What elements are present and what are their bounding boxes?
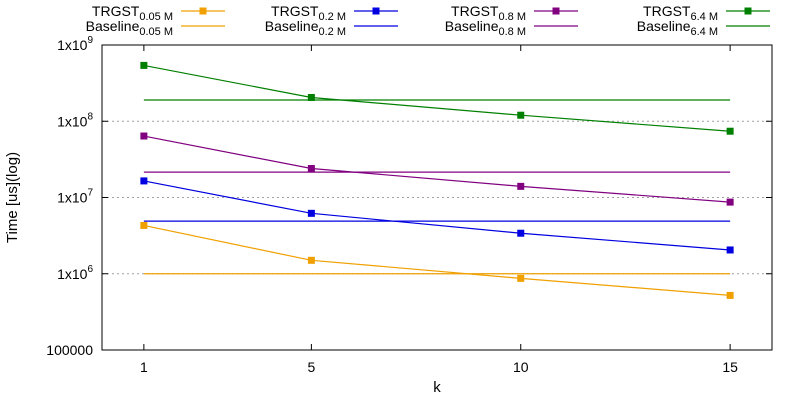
legend-item: TRGST0.8 M (451, 3, 578, 23)
legend-swatch-marker (199, 7, 207, 15)
series-trgst-6-4-M (140, 61, 734, 135)
y-tick-label-exponent: 8 (87, 111, 93, 122)
legend-label-subscript: 0.2 M (318, 11, 346, 23)
data-point (726, 246, 734, 254)
legend-label: Baseline6.4 M (637, 18, 718, 38)
data-point (140, 132, 148, 140)
legend-label: TRGST0.2 M (271, 3, 346, 23)
x-tick-label: 1 (140, 359, 148, 375)
y-tick-label: 100000 (46, 342, 93, 358)
data-point (307, 209, 315, 217)
data-point (726, 291, 734, 299)
legend-item: Baseline0.05 M (86, 18, 225, 38)
y-tick-label-base: 1x10 (57, 266, 88, 282)
legend-label-base: Baseline (265, 18, 319, 34)
series-line (143, 64, 731, 132)
x-axis-label: k (433, 379, 441, 396)
legend-label: TRGST6.4 M (643, 3, 718, 23)
data-point (517, 274, 525, 282)
legend-item: Baseline6.4 M (637, 18, 770, 38)
y-axis-label: Time [us](log) (4, 152, 21, 243)
data-point (517, 182, 525, 190)
series-trgst-0-8-M (140, 132, 734, 206)
x-tick-label: 15 (722, 359, 738, 375)
legend-item: TRGST0.05 M (92, 3, 225, 23)
legend-label: Baseline0.2 M (265, 18, 346, 38)
legend-label-base: Baseline (445, 18, 499, 34)
y-tick-label-exponent: 7 (87, 188, 93, 199)
data-point (726, 127, 734, 135)
data-point (517, 111, 525, 119)
data-point (140, 177, 148, 185)
series-line (143, 224, 731, 297)
y-tick-label-base: 1x10 (57, 190, 88, 206)
y-tick-label-exponent: 6 (87, 264, 93, 275)
legend-swatch-marker (372, 7, 380, 15)
legend-label-base: TRGST (92, 3, 140, 19)
data-point (307, 93, 315, 101)
y-tick-label: 1x109 (57, 35, 93, 53)
data-point (726, 198, 734, 206)
legend-label-base: TRGST (271, 3, 319, 19)
series-line (143, 135, 731, 203)
legend-label: Baseline0.8 M (445, 18, 526, 38)
legend-label-subscript: 0.05 M (139, 26, 173, 38)
y-tick-label: 1x107 (57, 188, 93, 206)
data-point (307, 165, 315, 173)
legend-item: Baseline0.8 M (445, 18, 578, 38)
legend-label-subscript: 0.05 M (139, 11, 173, 23)
legend-label-subscript: 0.8 M (498, 11, 526, 23)
legend-swatch-marker (744, 7, 752, 15)
series-trgst-0-05-M (140, 221, 734, 299)
data-point (140, 61, 148, 69)
legend-label-subscript: 6.4 M (690, 11, 718, 23)
series-trgst-0-2-M (140, 177, 734, 254)
legend-label-subscript: 0.8 M (498, 26, 526, 38)
legend-item: TRGST6.4 M (643, 3, 770, 23)
legend-label: Baseline0.05 M (86, 18, 173, 38)
legend-label-base: TRGST (451, 3, 499, 19)
y-tick-label: 1x108 (57, 111, 93, 129)
y-tick-label-base: 1x10 (57, 113, 88, 129)
legend-label-subscript: 6.4 M (690, 26, 718, 38)
x-tick-label: 10 (513, 359, 529, 375)
legend-label: TRGST0.05 M (92, 3, 173, 23)
data-point (307, 256, 315, 264)
legend-label: TRGST0.8 M (451, 3, 526, 23)
legend-label-base: Baseline (86, 18, 140, 34)
legend-label-subscript: 0.2 M (318, 26, 346, 38)
y-tick-label-exponent: 9 (87, 35, 93, 46)
x-tick-label: 5 (307, 359, 315, 375)
legend-item: TRGST0.2 M (271, 3, 398, 23)
y-tick-label: 1x106 (57, 264, 93, 282)
legend-swatch-marker (552, 7, 560, 15)
legend-item: Baseline0.2 M (265, 18, 398, 38)
y-tick-label-base: 1x10 (57, 37, 88, 53)
data-point (140, 221, 148, 229)
series-line (143, 180, 731, 251)
y-tick-label-base: 100000 (46, 342, 93, 358)
legend-label-base: TRGST (643, 3, 691, 19)
legend-label-base: Baseline (637, 18, 691, 34)
data-point (517, 229, 525, 237)
